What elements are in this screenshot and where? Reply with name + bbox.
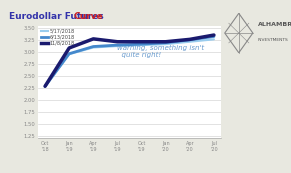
- Text: INVESTMENTS: INVESTMENTS: [258, 38, 288, 42]
- Text: Curve: Curve: [74, 12, 104, 21]
- Legend: 5/17/2018, 6/13/2018, 11/8/2018: 5/17/2018, 6/13/2018, 11/8/2018: [40, 28, 75, 46]
- Text: Eurodollar Futures: Eurodollar Futures: [9, 12, 107, 21]
- Text: warning, something isn't
  quite right!: warning, something isn't quite right!: [118, 45, 205, 58]
- Text: ALHAMBRA: ALHAMBRA: [258, 22, 291, 27]
